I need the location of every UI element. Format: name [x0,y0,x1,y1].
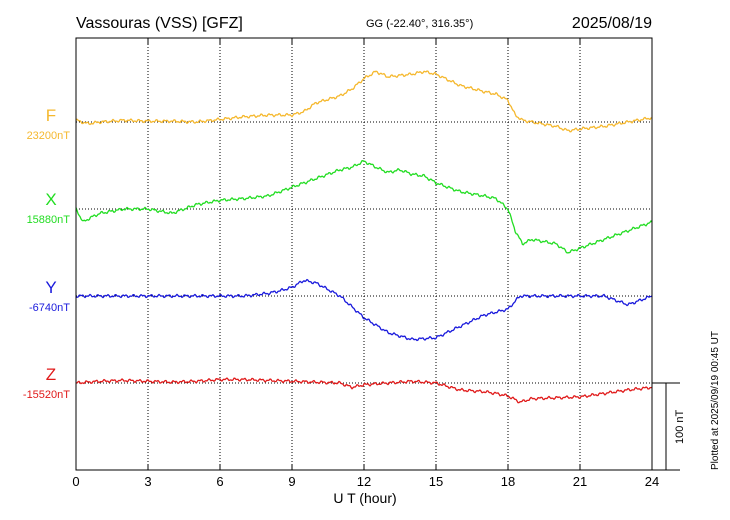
x-tick-label: 15 [429,474,443,489]
x-tick-label: 18 [501,474,515,489]
x-tick-label: 0 [72,474,79,489]
scale-bar [652,382,680,471]
x-axis: 0 3 6 9 12 15 18 21 24 [72,38,659,489]
x-tick-label: 3 [144,474,151,489]
series-line-x [75,160,653,254]
series-line-f [75,70,653,133]
baseline-label-y: -6740nT [29,302,70,314]
date-label: 2025/08/19 [572,15,652,32]
x-tick-label: 24 [645,474,659,489]
plotted-note: Plotted at 2025/09/19 00:45 UT [710,331,721,470]
baseline-label-f: 23200nT [27,130,71,142]
x-tick-label: 9 [288,474,295,489]
series-labels: F 23200nT X 15880nT Y -6740nT Z -15520nT [23,106,70,401]
series-name-y: Y [45,278,56,297]
series-name-z: Z [46,365,56,384]
series-name-x: X [45,190,56,209]
series-group [75,70,653,404]
series-line-z [75,377,653,404]
series-name-f: F [46,106,56,125]
baseline-label-z: -15520nT [23,389,70,401]
station-title: Vassouras (VSS) [GFZ] [76,15,243,32]
x-tick-label: 21 [573,474,587,489]
scale-bar-label: 100 nT [674,409,686,444]
x-axis-label: U T (hour) [333,490,396,506]
grid-lines [76,38,652,470]
series-line-y [75,278,653,342]
x-tick-label: 12 [357,474,371,489]
x-tick-label: 6 [216,474,223,489]
plot-frame [75,37,653,471]
baseline-label-x: 15880nT [27,214,71,226]
coordinate-label: GG (-22.40°, 316.35°) [366,18,473,30]
